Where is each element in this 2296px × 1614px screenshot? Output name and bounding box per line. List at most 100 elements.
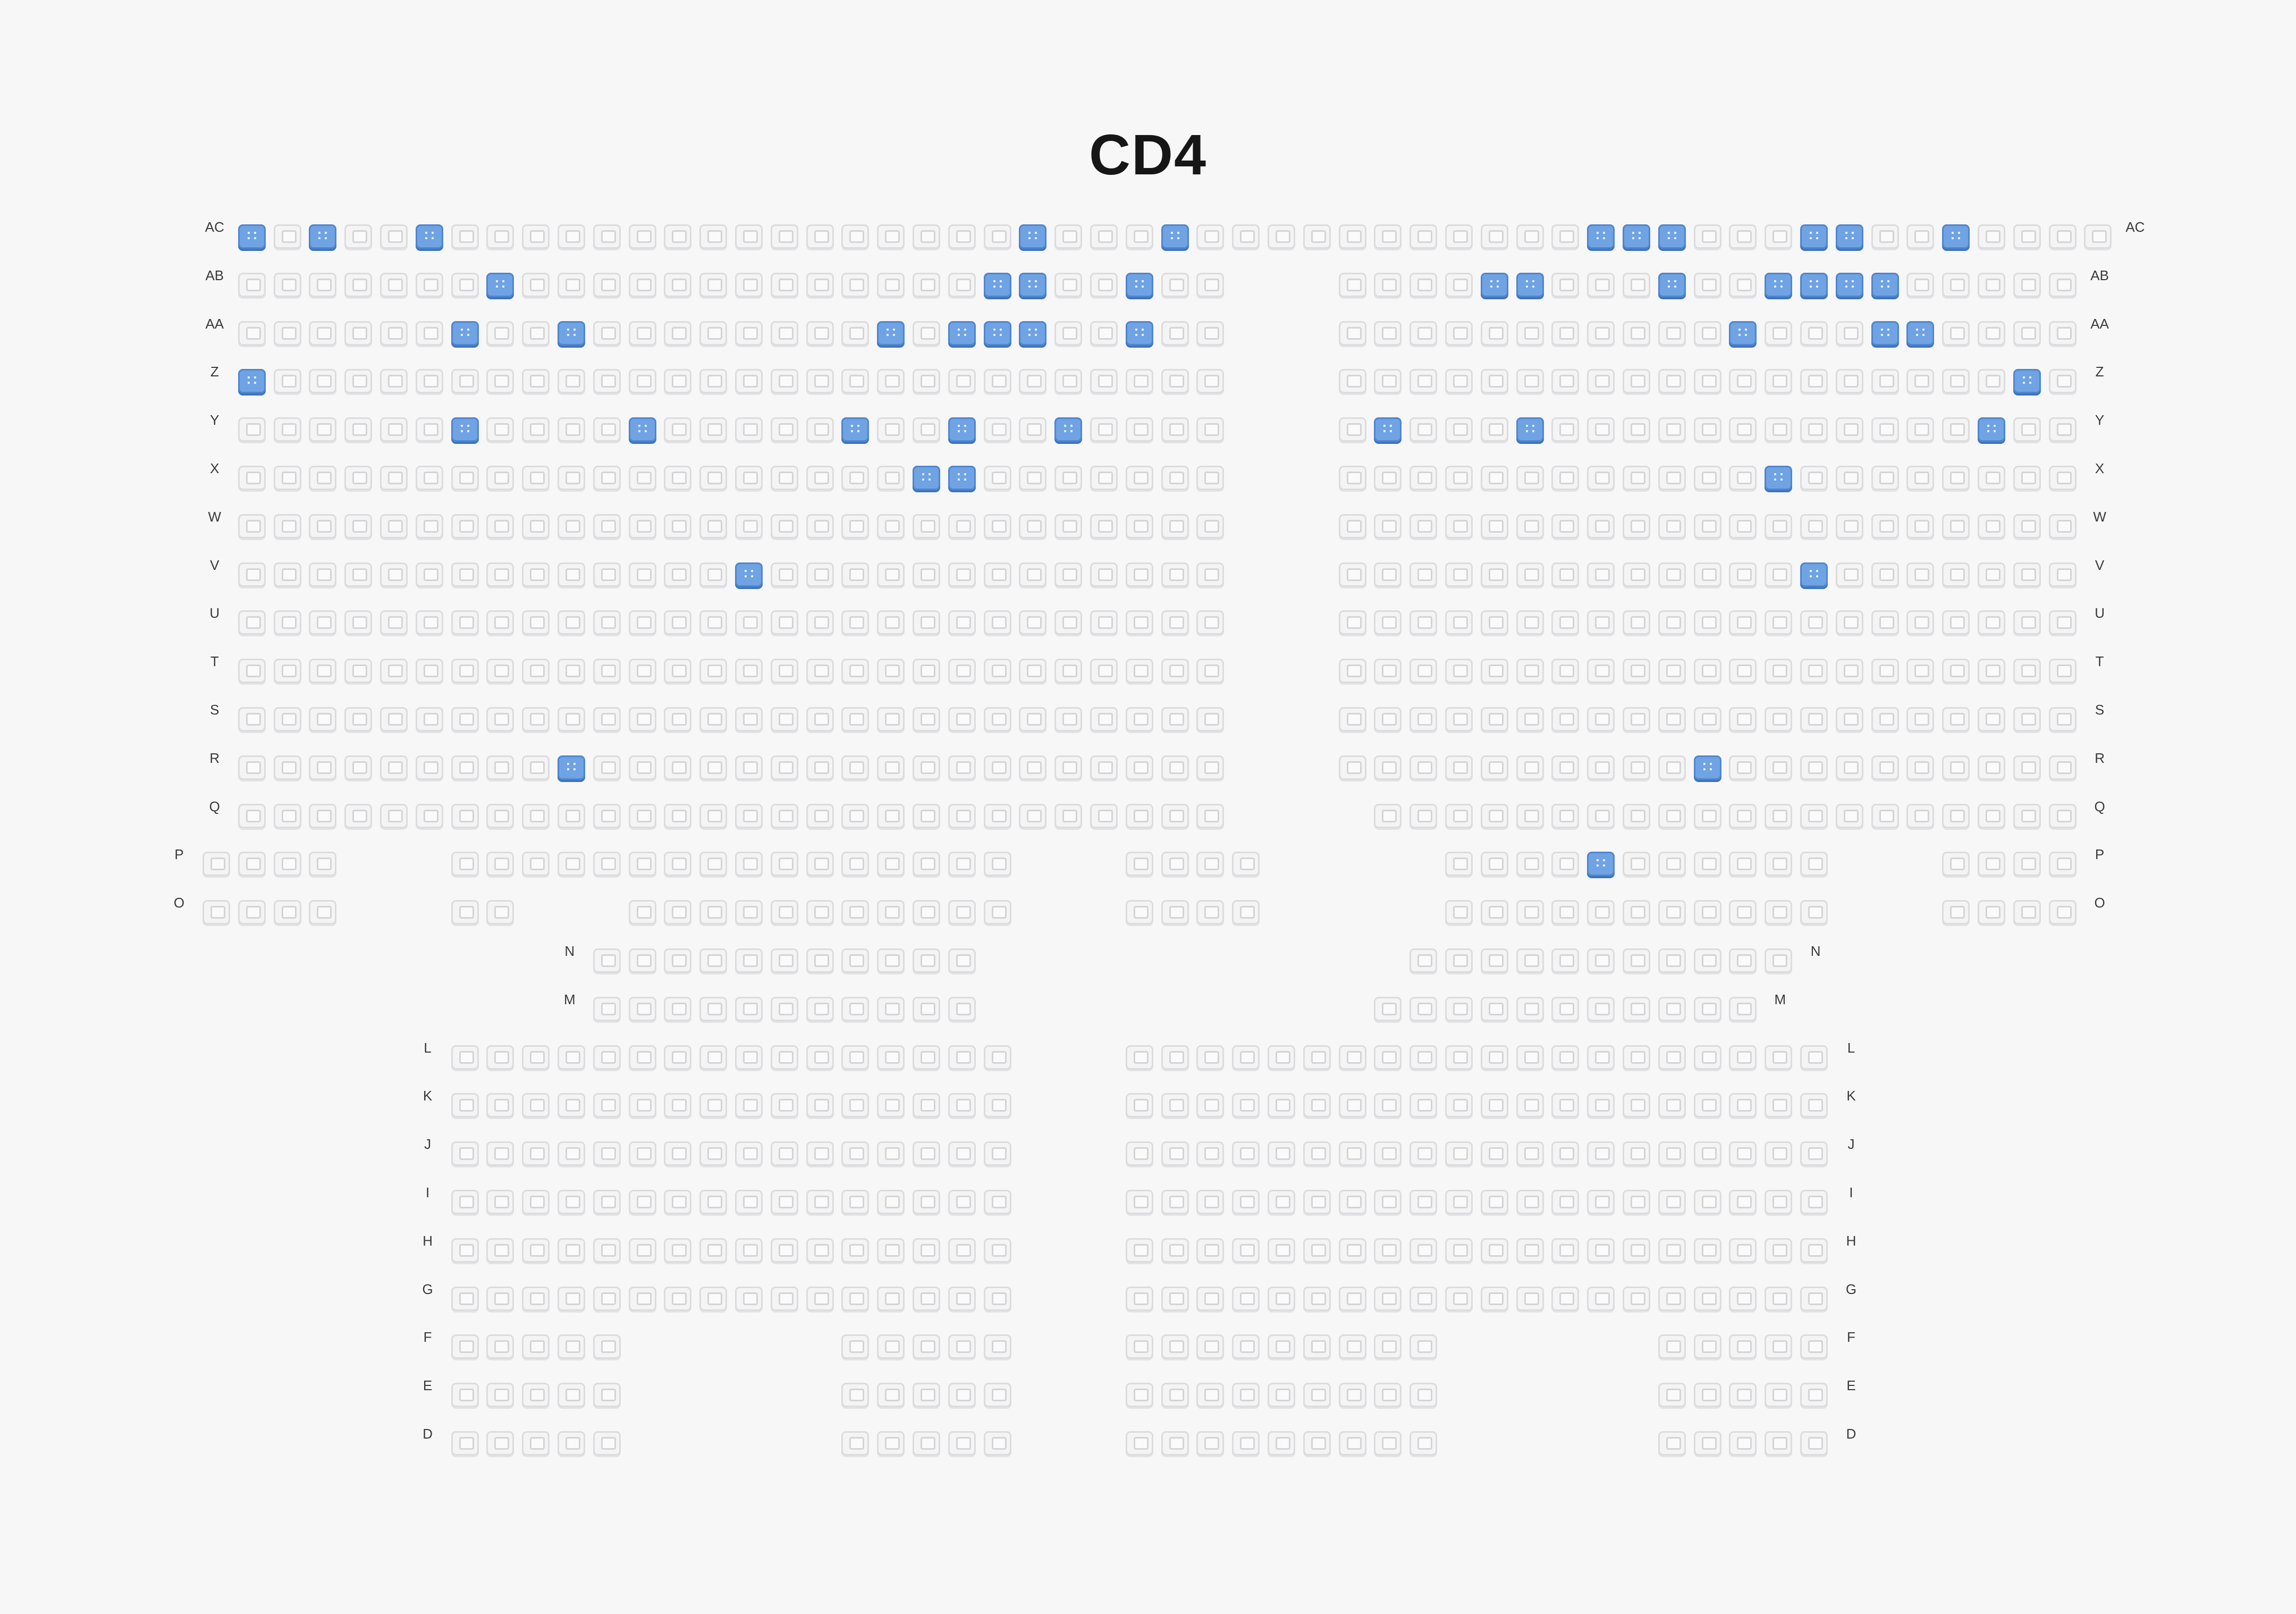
seat[interactable]	[1338, 707, 1366, 732]
seat[interactable]	[1445, 369, 1473, 394]
seat[interactable]	[770, 755, 798, 780]
seat[interactable]	[664, 948, 692, 973]
seat[interactable]	[593, 321, 621, 346]
seat[interactable]	[238, 707, 266, 732]
seat-selected[interactable]	[1019, 272, 1047, 297]
seat[interactable]	[1409, 1045, 1438, 1070]
seat[interactable]	[770, 707, 798, 732]
seat[interactable]	[1693, 1141, 1721, 1166]
seat[interactable]	[1161, 1334, 1189, 1359]
seat[interactable]	[593, 369, 621, 394]
seat[interactable]	[1871, 369, 1899, 394]
seat[interactable]	[2048, 514, 2076, 539]
seat[interactable]	[1232, 900, 1260, 925]
seat[interactable]	[877, 707, 905, 732]
seat[interactable]	[1658, 659, 1686, 684]
seat-selected[interactable]	[1125, 321, 1153, 346]
seat[interactable]	[1729, 852, 1757, 877]
seat[interactable]	[486, 417, 514, 442]
seat[interactable]	[1587, 369, 1615, 394]
seat[interactable]	[2048, 321, 2076, 346]
seat[interactable]	[1268, 1383, 1295, 1408]
seat[interactable]	[1835, 755, 1863, 780]
seat[interactable]	[628, 900, 656, 925]
seat[interactable]	[699, 321, 728, 346]
seat-selected[interactable]	[983, 272, 1011, 297]
seat[interactable]	[344, 369, 373, 394]
seat[interactable]	[1623, 1286, 1650, 1311]
seat[interactable]	[451, 803, 479, 828]
seat[interactable]	[806, 321, 834, 346]
seat[interactable]	[1551, 1141, 1580, 1166]
seat[interactable]	[451, 707, 479, 732]
seat[interactable]	[1729, 659, 1757, 684]
seat[interactable]	[1765, 852, 1793, 877]
seat[interactable]	[238, 514, 266, 539]
seat[interactable]	[415, 369, 443, 394]
seat[interactable]	[664, 996, 692, 1021]
seat[interactable]	[983, 852, 1011, 877]
seat[interactable]	[1374, 1045, 1402, 1070]
seat[interactable]	[913, 562, 940, 587]
seat[interactable]	[1480, 1141, 1508, 1166]
seat[interactable]	[1125, 803, 1153, 828]
seat[interactable]	[1338, 369, 1366, 394]
seat[interactable]	[841, 514, 870, 539]
seat[interactable]	[1196, 321, 1225, 346]
seat[interactable]	[1871, 610, 1899, 635]
seat-selected[interactable]	[1978, 417, 2005, 442]
seat-selected[interactable]	[238, 369, 266, 394]
seat[interactable]	[1125, 1190, 1153, 1214]
seat[interactable]	[486, 224, 514, 249]
seat[interactable]	[983, 1383, 1011, 1408]
seat[interactable]	[806, 1238, 834, 1263]
seat[interactable]	[2013, 755, 2041, 780]
seat[interactable]	[983, 1238, 1011, 1263]
seat[interactable]	[1516, 562, 1544, 587]
seat[interactable]	[1800, 369, 1828, 394]
seat[interactable]	[1587, 466, 1615, 490]
seat[interactable]	[1409, 562, 1438, 587]
seat-selected[interactable]	[309, 224, 337, 249]
seat[interactable]	[1942, 852, 1970, 877]
seat-selected[interactable]	[948, 417, 976, 442]
seat[interactable]	[309, 562, 337, 587]
seat[interactable]	[1729, 1093, 1757, 1118]
seat[interactable]	[309, 272, 337, 297]
seat[interactable]	[948, 224, 976, 249]
seat[interactable]	[1445, 514, 1473, 539]
seat[interactable]	[1268, 1190, 1295, 1214]
seat[interactable]	[1765, 1093, 1793, 1118]
seat[interactable]	[735, 224, 763, 249]
seat[interactable]	[415, 466, 443, 490]
seat[interactable]	[2013, 900, 2041, 925]
seat[interactable]	[1409, 321, 1438, 346]
seat-selected[interactable]	[1906, 321, 1935, 346]
seat[interactable]	[841, 803, 870, 828]
seat[interactable]	[1693, 707, 1721, 732]
seat[interactable]	[841, 659, 870, 684]
seat[interactable]	[1480, 948, 1508, 973]
seat[interactable]	[593, 514, 621, 539]
seat[interactable]	[1268, 1334, 1295, 1359]
seat[interactable]	[948, 272, 976, 297]
seat[interactable]	[806, 948, 834, 973]
seat[interactable]	[699, 1286, 728, 1311]
seat[interactable]	[451, 1045, 479, 1070]
seat[interactable]	[1374, 1238, 1402, 1263]
seat[interactable]	[2013, 466, 2041, 490]
seat[interactable]	[1765, 417, 1793, 442]
seat[interactable]	[913, 417, 940, 442]
seat[interactable]	[735, 852, 763, 877]
seat[interactable]	[1623, 659, 1650, 684]
seat[interactable]	[1480, 562, 1508, 587]
seat[interactable]	[1090, 321, 1118, 346]
seat[interactable]	[1765, 369, 1793, 394]
seat[interactable]	[1125, 514, 1153, 539]
seat[interactable]	[1800, 514, 1828, 539]
seat[interactable]	[1623, 900, 1650, 925]
seat[interactable]	[1480, 1045, 1508, 1070]
seat[interactable]	[451, 1190, 479, 1214]
seat[interactable]	[735, 659, 763, 684]
seat[interactable]	[593, 417, 621, 442]
